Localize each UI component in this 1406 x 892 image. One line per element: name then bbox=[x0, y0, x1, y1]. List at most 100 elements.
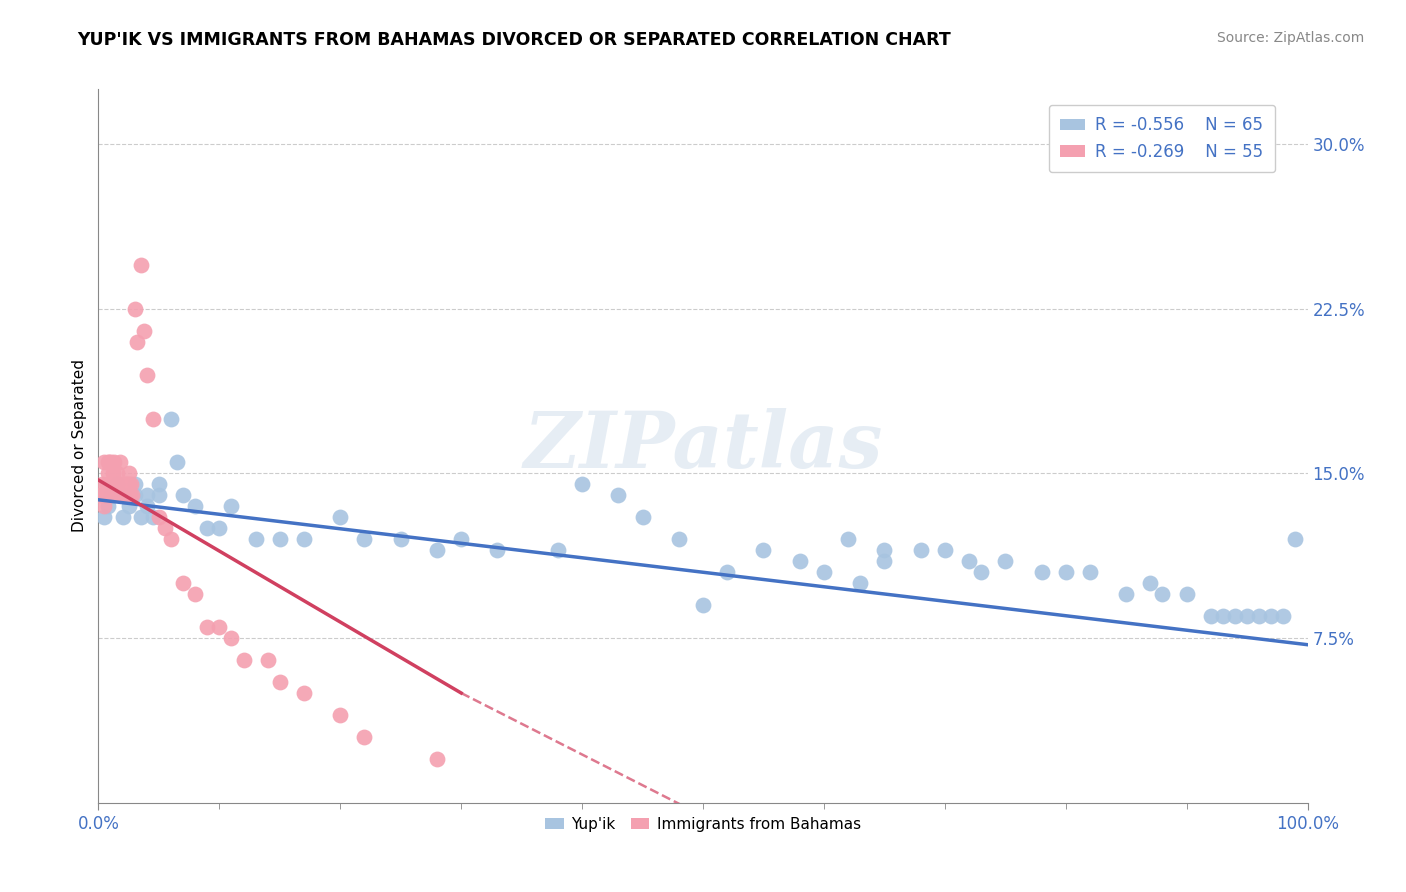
Point bbox=[111, 488, 134, 502]
Point bbox=[118, 467, 141, 481]
Point bbox=[221, 631, 243, 645]
Point bbox=[98, 455, 121, 469]
Point bbox=[1139, 576, 1161, 591]
Point bbox=[93, 455, 115, 469]
Point bbox=[100, 488, 122, 502]
Point bbox=[873, 543, 896, 558]
Point bbox=[716, 566, 738, 580]
Point bbox=[94, 488, 117, 502]
Point bbox=[105, 477, 128, 491]
Point bbox=[389, 533, 412, 547]
Text: ZIPatlas: ZIPatlas bbox=[523, 408, 883, 484]
Point bbox=[90, 488, 112, 502]
Point bbox=[121, 488, 143, 502]
Point bbox=[118, 500, 141, 514]
Point bbox=[353, 730, 375, 744]
Point bbox=[107, 477, 129, 491]
Y-axis label: Divorced or Separated: Divorced or Separated bbox=[72, 359, 87, 533]
Point bbox=[245, 533, 267, 547]
Point bbox=[111, 510, 134, 524]
Point bbox=[849, 576, 872, 591]
Point bbox=[692, 598, 714, 612]
Point bbox=[93, 510, 115, 524]
Point bbox=[269, 675, 291, 690]
Point bbox=[1223, 609, 1246, 624]
Point bbox=[195, 521, 218, 535]
Point bbox=[142, 411, 165, 425]
Point bbox=[93, 500, 115, 514]
Point bbox=[426, 543, 449, 558]
Point bbox=[1236, 609, 1258, 624]
Point bbox=[135, 500, 157, 514]
Point bbox=[208, 521, 231, 535]
Point bbox=[110, 488, 132, 502]
Point bbox=[1152, 587, 1174, 601]
Point bbox=[120, 477, 142, 491]
Point bbox=[668, 533, 690, 547]
Point bbox=[256, 653, 278, 667]
Point bbox=[486, 543, 509, 558]
Point bbox=[118, 488, 141, 502]
Point bbox=[184, 500, 207, 514]
Point bbox=[957, 554, 980, 568]
Point bbox=[100, 455, 122, 469]
Point bbox=[115, 477, 138, 491]
Point bbox=[97, 455, 120, 469]
Point bbox=[172, 488, 194, 502]
Point bbox=[631, 510, 654, 524]
Point bbox=[1115, 587, 1137, 601]
Point bbox=[1284, 533, 1306, 547]
Point bbox=[1272, 609, 1295, 624]
Point bbox=[195, 620, 218, 634]
Point bbox=[91, 488, 114, 502]
Point bbox=[353, 533, 375, 547]
Point bbox=[873, 554, 896, 568]
Point bbox=[1054, 566, 1077, 580]
Point bbox=[789, 554, 811, 568]
Point bbox=[232, 653, 254, 667]
Point bbox=[114, 488, 136, 502]
Point bbox=[813, 566, 835, 580]
Point bbox=[547, 543, 569, 558]
Point bbox=[117, 477, 139, 491]
Point bbox=[160, 411, 183, 425]
Point bbox=[135, 368, 157, 382]
Point bbox=[934, 543, 956, 558]
Point bbox=[111, 488, 134, 502]
Point bbox=[837, 533, 859, 547]
Point bbox=[103, 455, 125, 469]
Point bbox=[1212, 609, 1234, 624]
Point bbox=[148, 477, 170, 491]
Point bbox=[105, 467, 128, 481]
Point bbox=[1199, 609, 1222, 624]
Point bbox=[124, 488, 146, 502]
Point bbox=[426, 752, 449, 766]
Point bbox=[184, 587, 207, 601]
Point bbox=[104, 477, 127, 491]
Text: YUP'IK VS IMMIGRANTS FROM BAHAMAS DIVORCED OR SEPARATED CORRELATION CHART: YUP'IK VS IMMIGRANTS FROM BAHAMAS DIVORC… bbox=[77, 31, 950, 49]
Point bbox=[100, 488, 122, 502]
Point bbox=[970, 566, 993, 580]
Point bbox=[108, 477, 131, 491]
Point bbox=[1249, 609, 1271, 624]
Point bbox=[752, 543, 775, 558]
Point bbox=[1031, 566, 1053, 580]
Point bbox=[91, 477, 114, 491]
Point bbox=[124, 477, 146, 491]
Point bbox=[127, 334, 149, 349]
Point bbox=[101, 467, 124, 481]
Point bbox=[108, 477, 131, 491]
Point bbox=[221, 500, 243, 514]
Point bbox=[97, 500, 120, 514]
Point bbox=[329, 510, 352, 524]
Point bbox=[607, 488, 630, 502]
Point bbox=[292, 686, 315, 700]
Point bbox=[112, 477, 135, 491]
Point bbox=[910, 543, 932, 558]
Point bbox=[1175, 587, 1198, 601]
Point bbox=[269, 533, 291, 547]
Point bbox=[153, 521, 176, 535]
Point bbox=[292, 533, 315, 547]
Point bbox=[148, 510, 170, 524]
Point bbox=[450, 533, 472, 547]
